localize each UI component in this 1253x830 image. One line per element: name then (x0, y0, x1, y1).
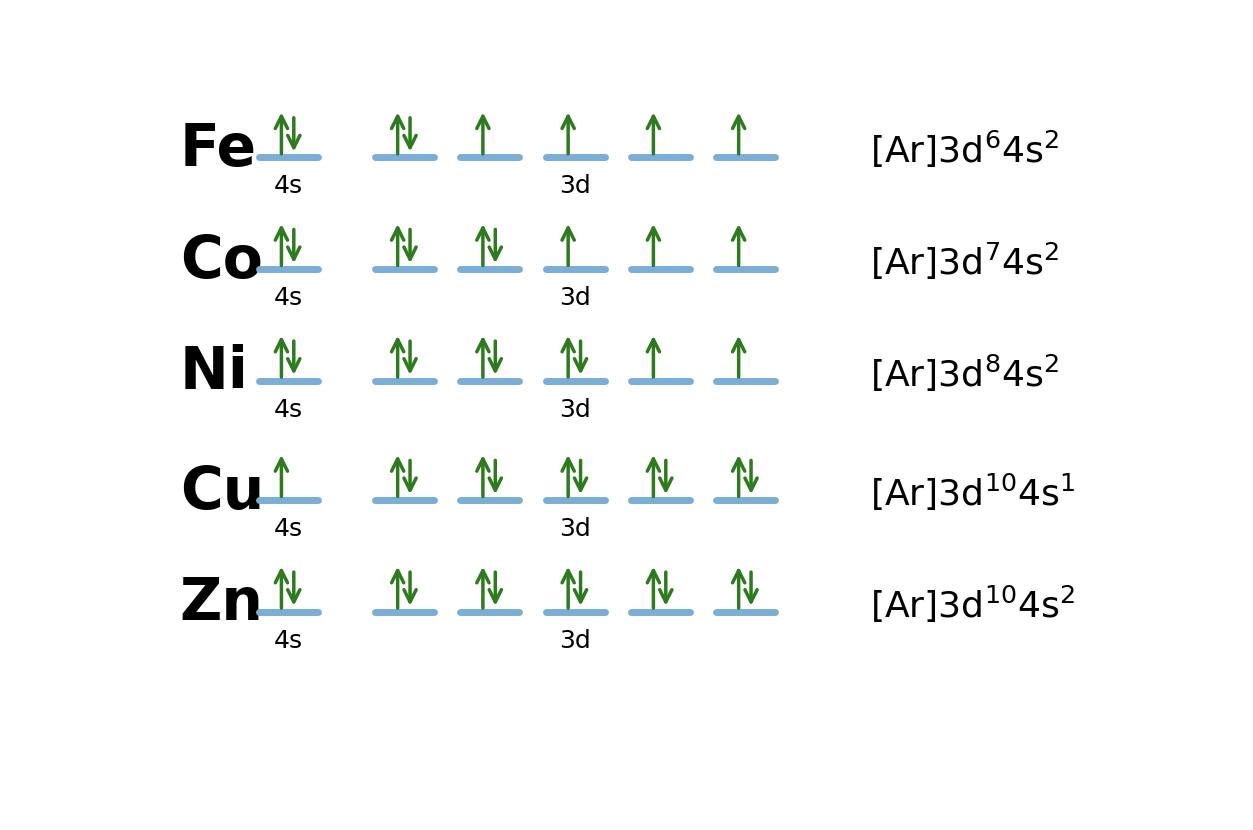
Text: $\mathregular{[Ar]3d^{10}4s^{1}}$: $\mathregular{[Ar]3d^{10}4s^{1}}$ (870, 471, 1075, 513)
Text: 4s: 4s (274, 517, 303, 541)
Text: 3d: 3d (559, 517, 591, 541)
Text: 4s: 4s (274, 628, 303, 652)
Text: Ni: Ni (180, 344, 249, 402)
Text: 4s: 4s (274, 174, 303, 198)
Text: $\mathregular{[Ar]3d^{8}4s^{2}}$: $\mathregular{[Ar]3d^{8}4s^{2}}$ (870, 353, 1059, 393)
Text: $\mathregular{[Ar]3d^{10}4s^{2}}$: $\mathregular{[Ar]3d^{10}4s^{2}}$ (870, 583, 1075, 624)
Text: 3d: 3d (559, 174, 591, 198)
Text: 3d: 3d (559, 628, 591, 652)
Text: $\mathregular{[Ar]3d^{6}4s^{2}}$: $\mathregular{[Ar]3d^{6}4s^{2}}$ (870, 129, 1059, 170)
Text: 3d: 3d (559, 286, 591, 310)
Text: Cu: Cu (180, 464, 264, 520)
Text: Fe: Fe (180, 121, 257, 178)
Text: 3d: 3d (559, 398, 591, 422)
Text: $\mathregular{[Ar]3d^{7}4s^{2}}$: $\mathregular{[Ar]3d^{7}4s^{2}}$ (870, 241, 1059, 282)
Text: 4s: 4s (274, 286, 303, 310)
Text: 4s: 4s (274, 398, 303, 422)
Text: Zn: Zn (180, 575, 263, 632)
Text: Co: Co (180, 232, 263, 290)
